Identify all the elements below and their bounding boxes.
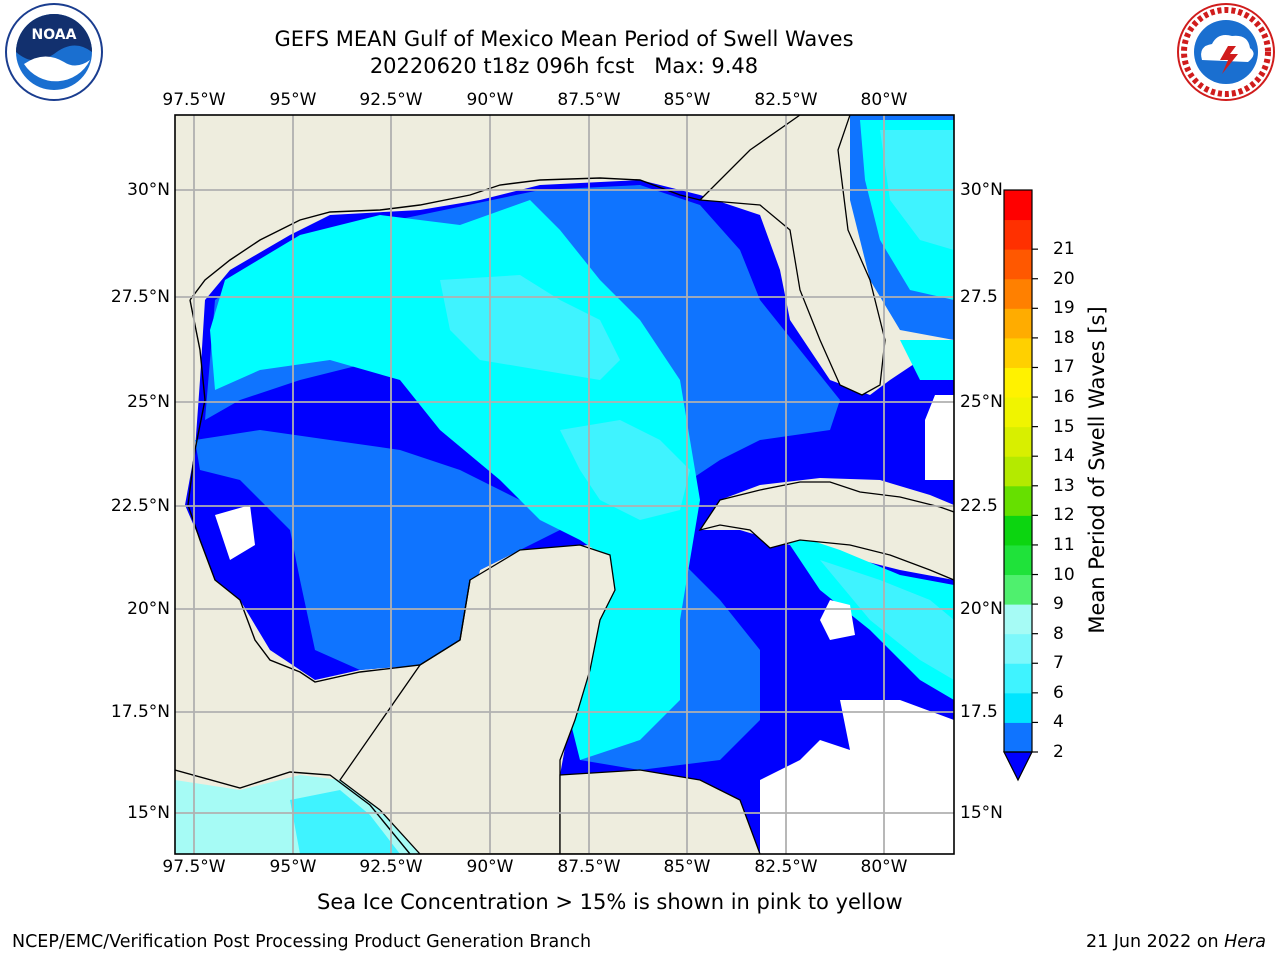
colorbar-label: Mean Period of Swell Waves [s] (1085, 306, 1109, 634)
pacific-cyan (290, 790, 400, 854)
lat-label-right: 25°N (960, 392, 1003, 412)
colorbar-segment (1004, 692, 1032, 723)
footer-date: 21 Jun 2022 on Hera (1086, 932, 1266, 952)
colorbar-tick-label: 8 (1053, 623, 1064, 644)
no-data-patches (215, 395, 954, 854)
yucatan (339, 544, 616, 854)
mexico-coastline (187, 299, 471, 683)
colorbar-tick-label: 10 (1053, 564, 1075, 585)
colorbar-tick-label: 18 (1053, 327, 1075, 348)
colorbar-segment (1004, 308, 1032, 339)
colorbar-segment (1004, 456, 1032, 487)
map-field (175, 115, 954, 854)
lat-label-left: 22.5°N (110, 496, 170, 516)
colorbar-tick-label: 16 (1053, 387, 1075, 408)
lon-label-top: 80°W (860, 90, 908, 110)
lat-label-right: 15°N (960, 803, 1003, 823)
colorbar-tick-label: 2 (1053, 742, 1064, 762)
colorbar-segment (1004, 249, 1032, 280)
sea-ice-note: Sea Ice Concentration > 15% is shown in … (317, 890, 903, 914)
lon-label-top: 92.5°W (359, 90, 423, 110)
colorbar-segment (1004, 397, 1032, 428)
lon-label-bottom: 85°W (663, 857, 711, 877)
colorbar-tick-label: 6 (1053, 682, 1064, 703)
lon-label-top: 82.5°W (754, 90, 818, 110)
colorbar-tick-label: 7 (1053, 653, 1064, 674)
lon-label-bottom: 90°W (466, 857, 514, 877)
colorbar-segment (1004, 485, 1032, 516)
colorbar (1004, 190, 1038, 753)
colorbar-tick-label: 17 (1053, 357, 1075, 378)
colorbar-segment (1004, 367, 1032, 398)
lon-label-top: 97.5°W (162, 90, 226, 110)
title-line-2: 20220620 t18z 096h fcst Max: 9.48 (369, 54, 759, 78)
lon-label-bottom: 97.5°W (162, 857, 226, 877)
chart-title: GEFS MEAN Gulf of Mexico Mean Period of … (174, 26, 954, 80)
gridlines (175, 115, 954, 854)
colorbar-tick-label: 19 (1053, 298, 1075, 319)
central-america (559, 769, 761, 854)
colorbar-segment (1004, 426, 1032, 457)
lon-label-bottom: 82.5°W (754, 857, 818, 877)
lat-label-right: 30°N (960, 180, 1003, 200)
noaa-logo: NOAA (5, 3, 103, 101)
map-frame (174, 114, 955, 855)
lon-label-bottom: 92.5°W (359, 857, 423, 877)
lon-label-top: 85°W (663, 90, 711, 110)
nws-logo (1177, 3, 1275, 101)
title-line-1: GEFS MEAN Gulf of Mexico Mean Period of … (274, 27, 854, 51)
svg-text:NOAA: NOAA (32, 27, 77, 43)
gulf-light-cyan (440, 130, 954, 680)
colorbar-frame (1003, 189, 1033, 753)
colorbar-segment (1004, 515, 1032, 546)
lat-label-left: 25°N (127, 392, 170, 412)
colorbar-tick-label: 12 (1053, 505, 1075, 526)
colorbar-extend-triangle (1003, 751, 1033, 782)
colorbar-tick-label: 11 (1053, 534, 1075, 555)
colorbar-segment (1004, 337, 1032, 368)
colorbar-tick-label: 4 (1053, 712, 1064, 733)
colorbar-segment (1004, 544, 1032, 576)
colorbar-segment (1004, 574, 1032, 605)
colorbar-tick-label: 20 (1053, 268, 1075, 289)
us-coastline (189, 177, 701, 301)
lat-label-right: 27.5 (960, 287, 998, 307)
lat-label-left: 27.5°N (110, 287, 170, 307)
lon-label-top: 90°W (466, 90, 514, 110)
lon-label-bottom: 95°W (269, 857, 317, 877)
colorbar-tick-label: 21 (1053, 239, 1075, 260)
lon-label-bottom: 87.5°W (557, 857, 621, 877)
colorbar-segment (1004, 190, 1032, 221)
lat-label-left: 30°N (127, 180, 170, 200)
colorbar-segment (1004, 722, 1032, 753)
colorbar-segment (1004, 219, 1032, 250)
colorbar-tick-label: 15 (1053, 416, 1075, 437)
colorbar-segment (1004, 633, 1032, 664)
lat-label-left: 15°N (127, 803, 170, 823)
colorbar-segment (1004, 604, 1032, 635)
colorbar-tick-label: 13 (1053, 475, 1075, 496)
florida (698, 115, 886, 396)
colorbar-segment (1004, 663, 1032, 694)
lon-label-bottom: 80°W (860, 857, 908, 877)
lat-label-left: 20°N (127, 599, 170, 619)
lon-label-top: 95°W (269, 90, 317, 110)
footer-host: Hera (1224, 932, 1266, 952)
lat-label-right: 20°N (960, 599, 1003, 619)
footer-credit: NCEP/EMC/Verification Post Processing Pr… (12, 932, 592, 952)
lat-label-right: 22.5 (960, 496, 998, 516)
lat-label-left: 17.5°N (110, 702, 170, 722)
colorbar-tick-label: 14 (1053, 446, 1075, 467)
colorbar-segment (1004, 278, 1032, 309)
footer-date-text: 21 Jun 2022 on (1085, 932, 1225, 952)
colorbar-tick-label: 9 (1053, 594, 1064, 615)
lat-label-right: 17.5 (960, 702, 998, 722)
lon-label-top: 87.5°W (557, 90, 621, 110)
